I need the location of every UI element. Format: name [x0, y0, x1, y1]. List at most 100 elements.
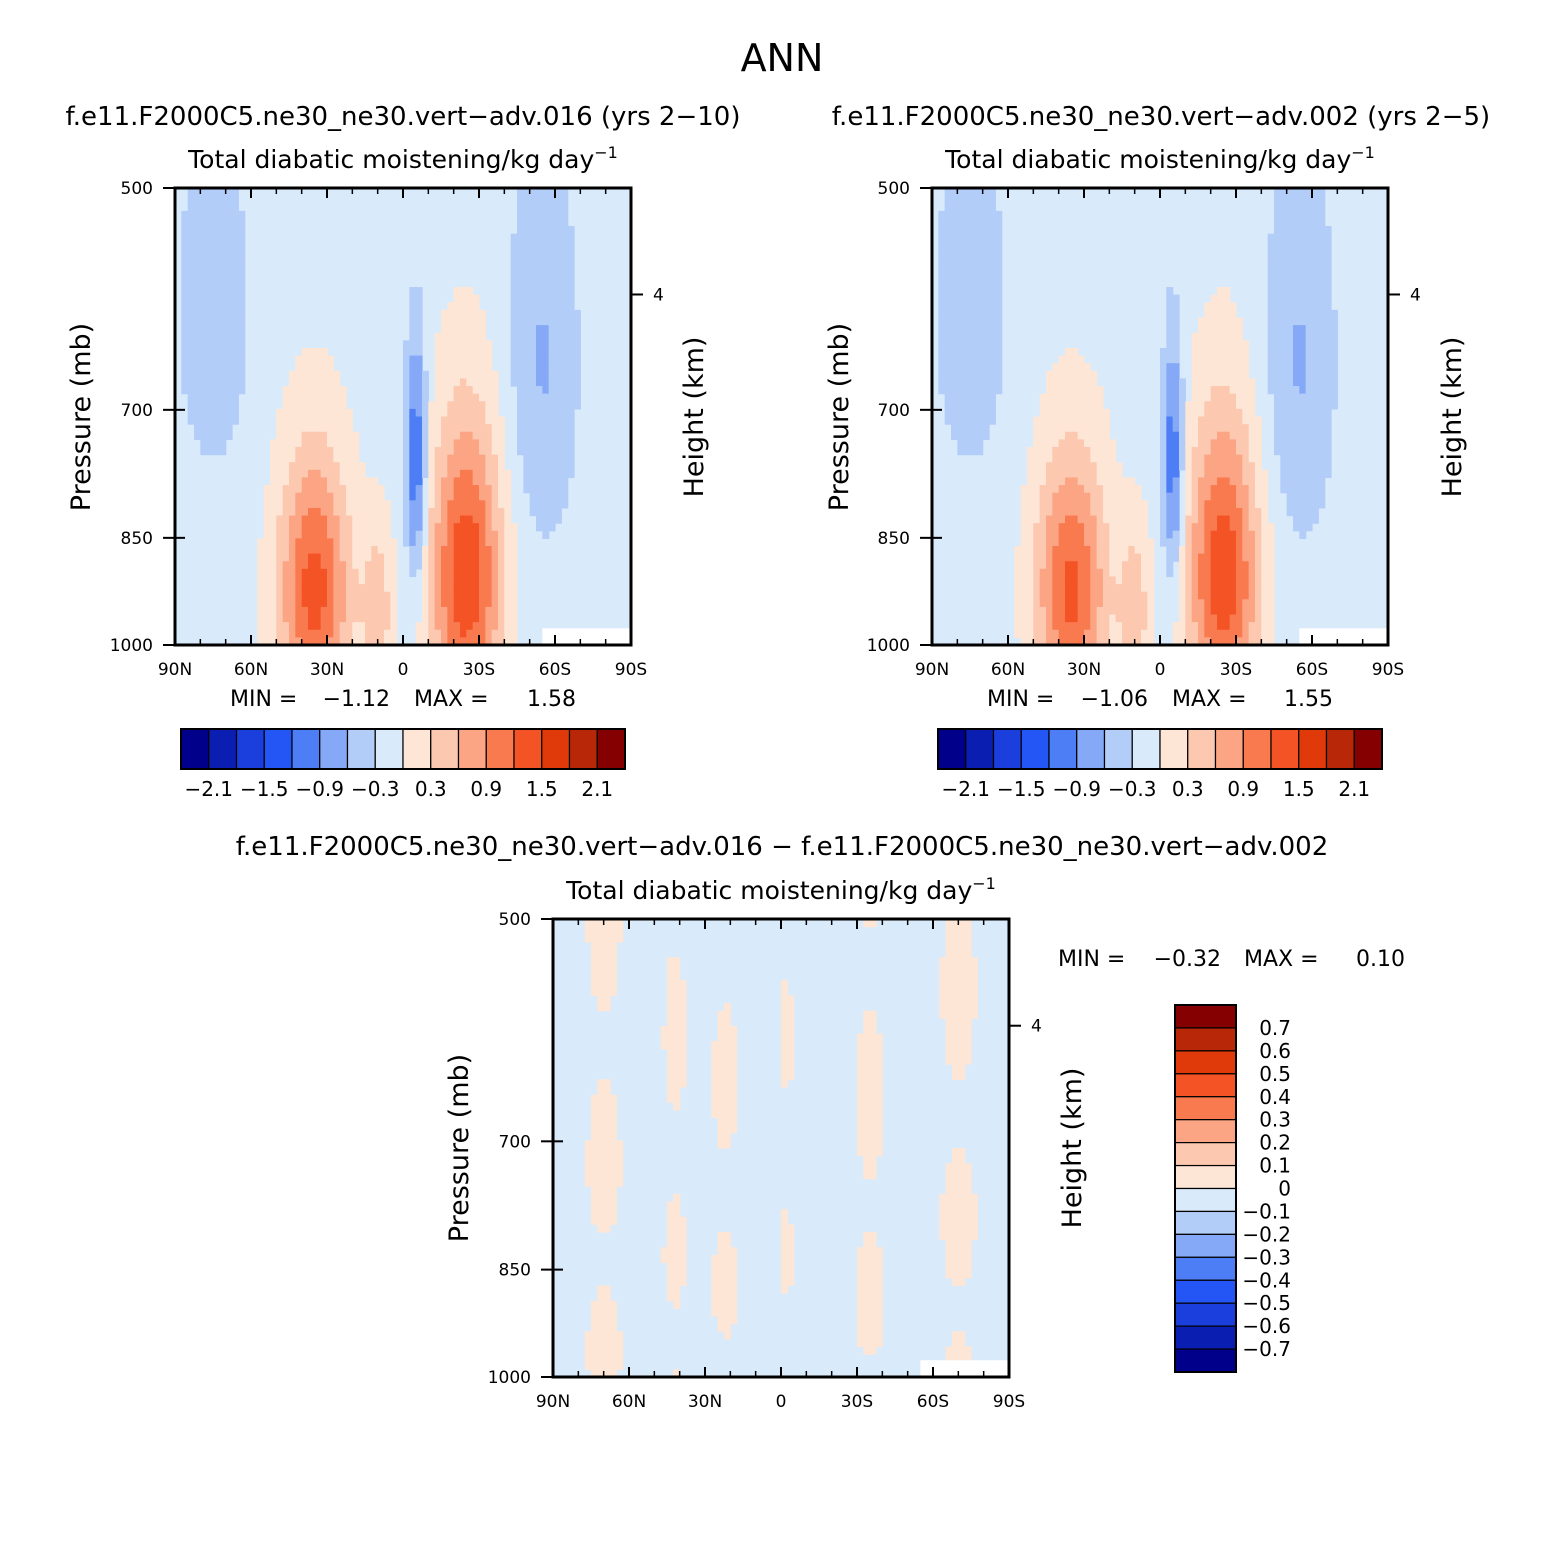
field-cell	[1166, 538, 1174, 547]
field-cell	[1115, 462, 1123, 471]
field-cell	[597, 926, 605, 935]
field-cell	[365, 584, 372, 593]
field-cell	[1312, 515, 1319, 524]
field-cell	[403, 363, 410, 372]
field-cell	[219, 233, 227, 242]
field-cell	[555, 302, 562, 311]
field-cell	[1109, 485, 1117, 494]
field-cell	[673, 1224, 681, 1233]
field-cell	[1286, 325, 1294, 334]
field-cell	[730, 1109, 738, 1119]
field-cell	[428, 439, 436, 448]
field-cell	[717, 1041, 725, 1050]
field-cell	[1324, 279, 1332, 288]
field-cell	[1204, 454, 1212, 463]
field-cell	[295, 424, 303, 433]
field-cell	[1109, 454, 1117, 463]
field-cell	[1191, 523, 1199, 532]
field-cell	[679, 1010, 687, 1019]
field-cell	[1299, 210, 1307, 220]
field-cell	[485, 629, 493, 638]
field-cell	[1248, 561, 1256, 570]
field-cell	[1299, 195, 1307, 204]
field-cell	[1084, 507, 1091, 517]
field-cell	[200, 431, 208, 440]
field-cell	[1223, 408, 1231, 418]
field-cell	[434, 568, 442, 578]
field-cell	[667, 1231, 674, 1241]
field-cell	[529, 325, 537, 334]
field-cell	[339, 530, 347, 539]
field-cell	[869, 1056, 877, 1065]
field-cell	[1204, 332, 1212, 341]
field-cell	[667, 1293, 674, 1302]
field-cell	[952, 1354, 959, 1363]
field-cell	[403, 424, 410, 433]
field-cell	[498, 485, 505, 494]
field-cell	[1033, 477, 1041, 486]
field-cell	[989, 416, 996, 425]
field-cell	[200, 188, 208, 197]
field-cell	[187, 210, 195, 220]
field-cell	[597, 1315, 605, 1325]
field-cell	[1122, 584, 1129, 593]
field-cell	[781, 1262, 788, 1271]
field-cell	[352, 637, 360, 646]
field-cell	[466, 637, 474, 646]
field-cell	[567, 287, 575, 296]
field-cell	[422, 454, 429, 463]
field-cell	[1160, 454, 1167, 463]
field-cell	[352, 591, 360, 600]
field-cell	[181, 378, 189, 387]
field-cell	[276, 439, 284, 448]
field-cell	[219, 188, 227, 197]
field-cell	[270, 454, 277, 463]
field-cell	[1185, 446, 1193, 456]
field-cell	[276, 469, 284, 479]
field-cell	[610, 1361, 617, 1370]
field-cell	[295, 591, 303, 600]
field-cell	[1267, 347, 1275, 357]
field-cell	[944, 401, 952, 410]
field-cell	[869, 1231, 877, 1241]
field-cell	[1077, 622, 1085, 631]
field-cell	[1274, 241, 1281, 250]
field-cell	[1255, 477, 1262, 486]
field-cell	[358, 477, 366, 486]
x-tick-label: 60N	[991, 660, 1025, 680]
field-cell	[1318, 233, 1326, 242]
field-cell	[333, 584, 341, 593]
field-cell	[1084, 386, 1091, 395]
field-cell	[869, 1308, 877, 1317]
field-cell	[1210, 500, 1218, 509]
field-cell	[1267, 264, 1275, 273]
field-cell	[371, 500, 379, 509]
field-cell	[460, 606, 467, 616]
field-cell	[555, 233, 562, 242]
field-cell	[591, 1132, 598, 1141]
field-cell	[567, 454, 575, 463]
field-cell	[1248, 462, 1256, 471]
field-cell	[939, 1010, 947, 1019]
field-cell	[717, 1117, 725, 1126]
field-cell	[1229, 538, 1237, 547]
field-cell	[415, 515, 423, 524]
field-cell	[517, 241, 524, 250]
field-cell	[377, 637, 385, 646]
field-cell	[232, 188, 239, 197]
field-cell	[1185, 606, 1193, 616]
field-cell	[415, 553, 423, 562]
field-cell	[1229, 439, 1237, 448]
field-cell	[1312, 370, 1319, 380]
field-cell	[320, 386, 328, 395]
field-cell	[610, 964, 617, 974]
field-cell	[1172, 492, 1180, 501]
field-cell	[1052, 553, 1060, 562]
field-cell	[1046, 606, 1053, 616]
field-cell	[1046, 561, 1053, 570]
field-cell	[869, 1323, 877, 1332]
field-cell	[1077, 485, 1085, 494]
field-cell	[989, 302, 996, 311]
field-cell	[944, 271, 952, 280]
field-cell	[504, 485, 512, 494]
